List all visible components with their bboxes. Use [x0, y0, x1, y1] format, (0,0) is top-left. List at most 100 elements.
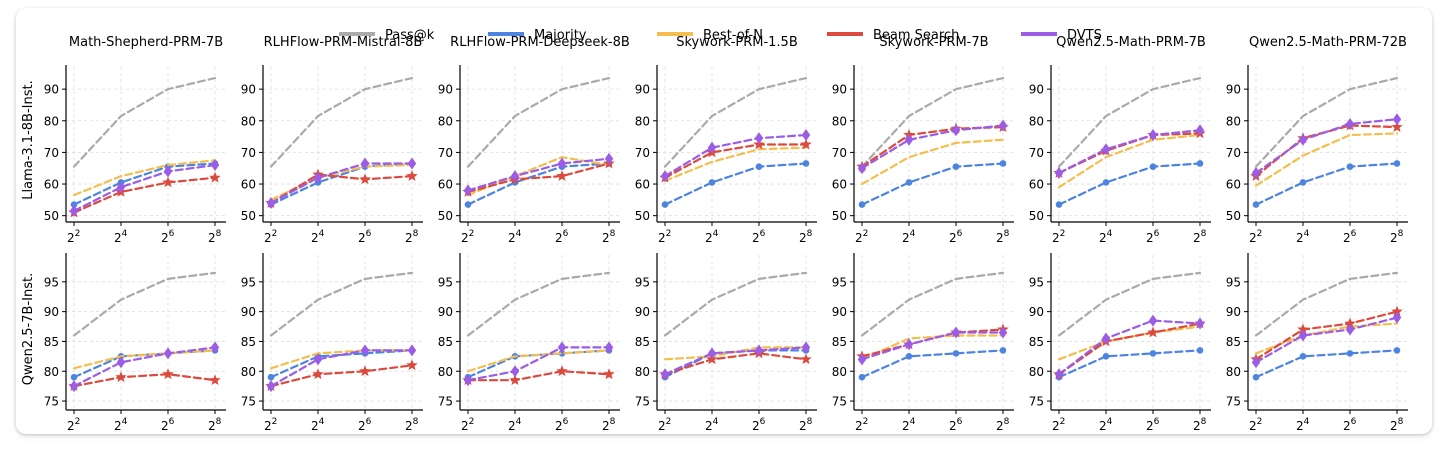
data-point-dvts	[1345, 323, 1355, 336]
data-point-dvts	[1101, 332, 1111, 345]
y-tick-label: 90	[44, 305, 59, 319]
y-tick-label: 85	[832, 335, 847, 349]
y-tick-label: 95	[438, 275, 453, 289]
data-point-majority	[858, 201, 866, 208]
legend-item-beam-search: Beam Search	[827, 28, 959, 43]
data-point-dvts	[1392, 311, 1402, 324]
data-point-dvts	[69, 380, 79, 393]
data-point-majority	[1055, 201, 1063, 208]
x-tick-label: 22	[264, 417, 277, 433]
series-line	[1057, 133, 1202, 189]
y-tick-label: 80	[635, 365, 650, 379]
series-pass-k	[860, 271, 1005, 337]
data-point-majority	[999, 160, 1007, 167]
data-point-majority	[661, 201, 669, 208]
data-point-majority	[952, 163, 960, 170]
y-tick-label: 60	[1226, 178, 1241, 192]
y-tick-label: 50	[1029, 209, 1044, 223]
series-line	[1057, 76, 1202, 168]
data-point-majority	[1393, 347, 1401, 354]
panel-title: Skywork-PRM-1.5B	[676, 35, 798, 50]
data-point-majority	[1252, 373, 1260, 381]
series-pass-k	[663, 271, 808, 337]
data-point-beam-search	[1147, 326, 1159, 338]
series-line	[860, 76, 1005, 168]
legend-label: Pass@k	[385, 28, 435, 43]
data-point-dvts	[1251, 356, 1261, 369]
y-tick-label: 90	[1029, 83, 1044, 97]
y-tick-label: 60	[44, 178, 59, 192]
series-line	[1057, 349, 1202, 379]
series-pass-k	[466, 76, 611, 168]
x-tick-label: 22	[1249, 229, 1262, 245]
series-line	[466, 370, 611, 382]
legend-label: DVTS	[1067, 28, 1102, 43]
series-line	[466, 162, 611, 194]
x-tick-label: 24	[705, 229, 719, 245]
y-tick-label: 85	[44, 335, 59, 349]
data-point-beam-search	[556, 365, 568, 377]
data-point-dvts	[857, 162, 867, 175]
panel-math-shepherd-prm-7b-llama-3-1-8b-inst: Math-Shepherd-PRM-7B 50 60 70 80 90 22 24 26 28	[44, 35, 226, 245]
x-tick-label: 26	[161, 229, 175, 245]
y-tick-label: 80	[1226, 114, 1241, 128]
row-label: Llama-3.1-8B-Inst.	[21, 80, 36, 199]
x-tick-label: 28	[602, 417, 616, 433]
data-point-dvts	[1054, 368, 1064, 381]
y-tick-label: 90	[1029, 305, 1044, 319]
series-pass-k	[72, 271, 217, 337]
series-dvts	[463, 152, 614, 197]
x-tick-label: 26	[949, 417, 963, 433]
series-pass-k	[269, 76, 414, 168]
data-point-dvts	[801, 341, 811, 354]
series-beam-search	[265, 359, 418, 392]
data-point-beam-search	[1391, 121, 1403, 132]
x-tick-label: 24	[508, 417, 522, 433]
series-best-of-n	[860, 334, 1005, 361]
series-dvts	[1251, 311, 1402, 369]
y-tick-label: 90	[832, 83, 847, 97]
series-line	[1254, 322, 1399, 355]
data-point-beam-search	[359, 365, 371, 377]
series-line	[860, 334, 1005, 361]
y-tick-label: 90	[438, 305, 453, 319]
series-beam-search	[1250, 305, 1403, 365]
data-point-majority	[952, 350, 960, 357]
data-point-dvts	[754, 132, 764, 145]
data-point-beam-search	[162, 176, 174, 188]
y-tick-label: 95	[1029, 275, 1044, 289]
legend-label: Beam Search	[873, 28, 959, 43]
series-best-of-n	[1057, 325, 1202, 361]
series-line	[860, 138, 1005, 186]
y-tick-label: 90	[1226, 83, 1241, 97]
x-tick-label: 22	[264, 229, 277, 245]
series-pass-k	[1057, 76, 1202, 168]
y-tick-label: 80	[1029, 365, 1044, 379]
series-line	[1254, 271, 1399, 337]
data-point-dvts	[998, 326, 1008, 339]
series-beam-search	[462, 365, 615, 386]
series-line	[1254, 118, 1399, 175]
data-point-beam-search	[406, 170, 418, 181]
series-pass-k	[860, 76, 1005, 168]
series-line	[466, 156, 611, 197]
y-tick-label: 85	[241, 335, 256, 349]
legend-item-pass-k: Pass@k	[339, 28, 435, 43]
y-tick-label: 75	[44, 395, 59, 409]
data-point-dvts	[604, 152, 614, 165]
data-point-dvts	[463, 184, 473, 197]
panel-qwen2-5-math-prm-72b-qwen2-5-7b-inst: 75 80 85 90 95 22 24 26 28	[1226, 253, 1408, 433]
x-tick-label: 24	[902, 229, 916, 245]
series-line	[466, 157, 611, 192]
y-tick-label: 85	[438, 335, 453, 349]
panel-title: Qwen2.5-Math-PRM-72B	[1249, 35, 1407, 50]
data-point-dvts	[360, 344, 370, 357]
data-point-dvts	[754, 344, 764, 357]
series-dvts	[660, 129, 811, 183]
series-line	[860, 125, 1005, 168]
y-tick-label: 70	[1029, 146, 1044, 160]
y-tick-label: 90	[241, 305, 256, 319]
data-point-dvts	[407, 344, 417, 357]
legend-label: Majority	[534, 28, 587, 43]
x-tick-label: 24	[114, 229, 128, 245]
